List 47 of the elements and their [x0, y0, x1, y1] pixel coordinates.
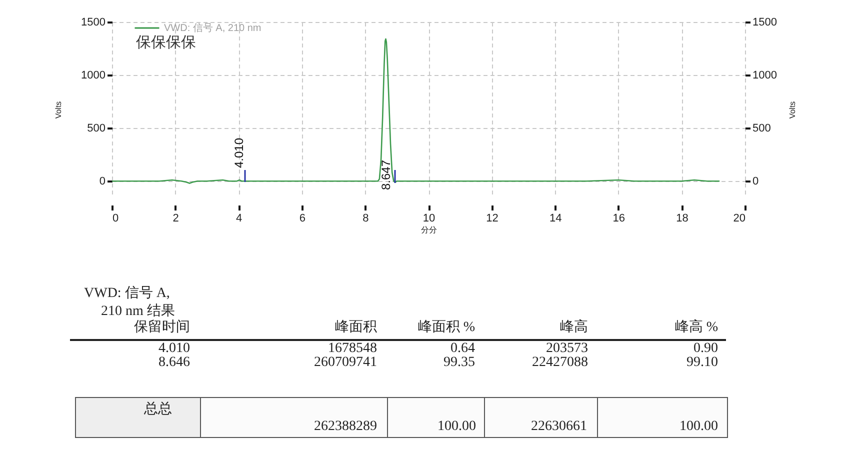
text: 22630661 — [531, 419, 587, 435]
x-tick-label: 0 — [112, 212, 119, 224]
text: 8.646 — [158, 355, 190, 371]
text: 保留时间 — [134, 320, 190, 336]
text: 峰高 % — [674, 320, 718, 336]
x-tick-label: 12 — [486, 212, 498, 224]
y2-tick-label: 1500 — [752, 16, 777, 28]
text: 1678548 — [328, 341, 377, 356]
y2-axis-title: Volts — [788, 101, 797, 119]
text: 100.00 — [438, 419, 476, 435]
text: 99.10 — [686, 355, 718, 371]
text: 22427088 — [532, 355, 588, 371]
x-tick-label: 4 — [236, 212, 242, 224]
x-tick-label: 20 — [733, 212, 746, 224]
x-tick-label: 10 — [422, 212, 436, 224]
y2-tick-label: 500 — [752, 122, 771, 135]
text: 4.010 — [158, 341, 190, 356]
annotation: 4.010 — [232, 138, 246, 168]
y2-tick-label: 1000 — [752, 70, 777, 82]
text: 0.64 — [450, 341, 475, 356]
x-tick-label: 18 — [676, 212, 688, 224]
x-tick-label: 2 — [172, 212, 179, 224]
text: 99.35 — [444, 355, 475, 371]
text: 0.90 — [694, 341, 718, 356]
annotation: 保保保保 — [136, 35, 196, 51]
text: 峰面积 — [335, 320, 377, 336]
text: 峰高 — [560, 320, 588, 336]
x-tick-label: 8 — [362, 212, 369, 224]
text: 260709741 — [314, 355, 377, 371]
y-tick-label: 1000 — [81, 70, 106, 82]
x-tick-label: 14 — [549, 212, 562, 224]
text: 262388289 — [314, 419, 377, 435]
text: 总总 — [144, 402, 172, 418]
x-axis-title: 分分 — [421, 226, 437, 234]
y-tick-label: 500 — [87, 122, 106, 135]
x-tick-label: 6 — [299, 212, 306, 224]
y-axis-title: Volts — [54, 101, 64, 119]
text: 203573 — [546, 341, 588, 356]
y-tick-label: 1500 — [81, 16, 106, 28]
text: 100.00 — [680, 419, 718, 435]
legend-label: VWD: 信号 A, 210 nm — [164, 22, 262, 34]
text: 峰面积 % — [418, 320, 475, 336]
y-tick-label: 0 — [99, 176, 106, 188]
x-tick-label: 16 — [612, 212, 626, 224]
annotation: 8.647 — [379, 160, 393, 190]
text: VWD: 信号 A, 210 nm 结果 — [84, 285, 176, 320]
y2-tick-label: 0 — [752, 176, 759, 188]
